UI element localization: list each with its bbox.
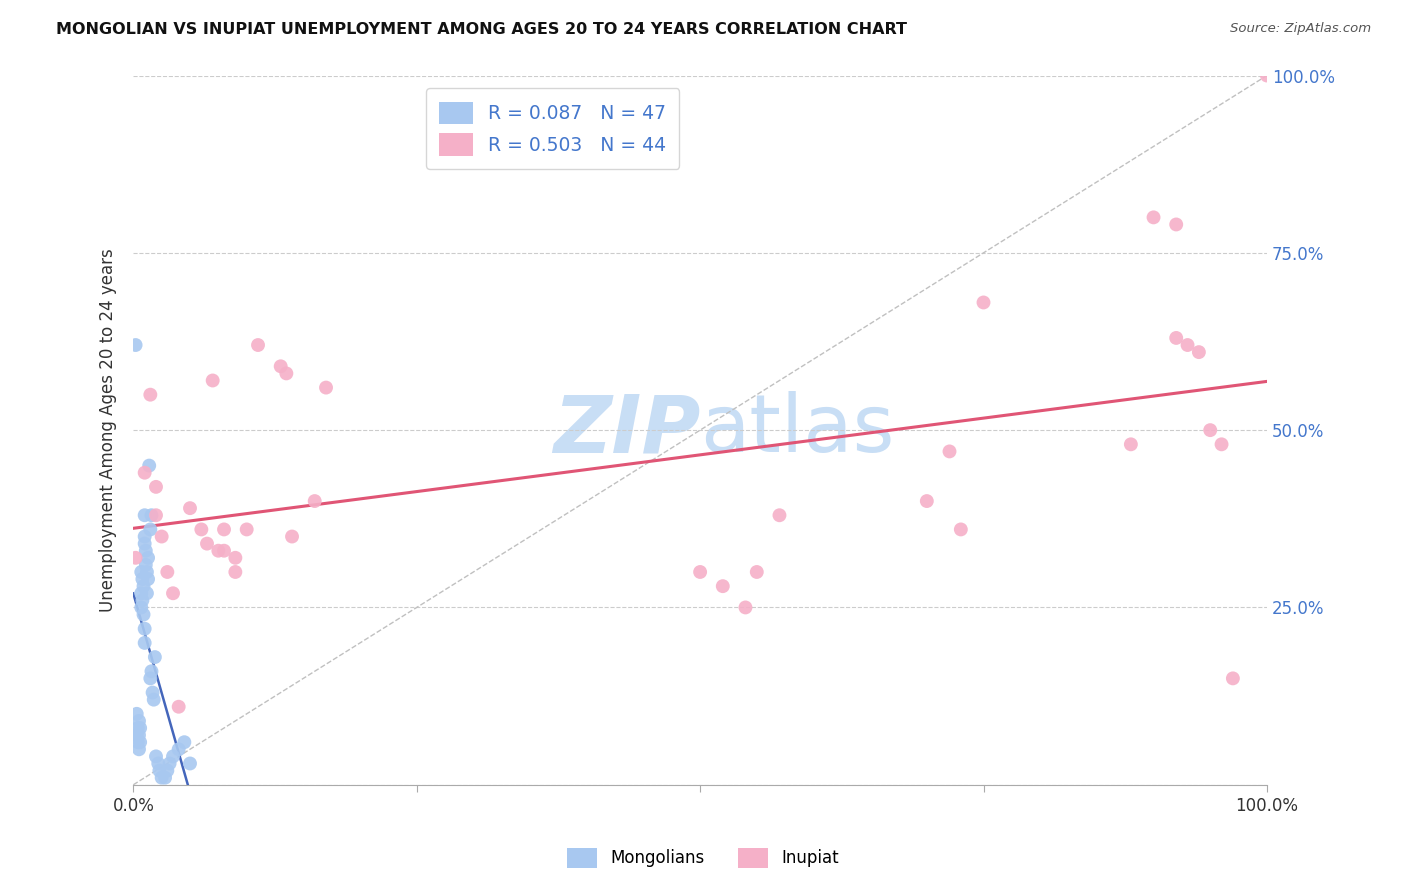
Point (212, 523, 235, 537)
Point (136, 550, 159, 565)
Point (1166, 218, 1188, 232)
Point (167, 699, 190, 714)
Point (148, 764, 170, 778)
Point (270, 359, 292, 374)
Point (124, 550, 146, 565)
Point (150, 529, 173, 543)
Point (145, 508, 167, 523)
Point (247, 338, 270, 352)
Point (142, 685, 165, 699)
Point (135, 543, 157, 558)
Point (136, 572, 159, 586)
Point (973, 295, 995, 310)
Point (135, 558, 157, 572)
Point (131, 572, 153, 586)
Point (276, 367, 298, 381)
Text: ZIP: ZIP (553, 391, 700, 469)
Point (1166, 331, 1188, 345)
Point (153, 771, 176, 785)
Point (134, 466, 156, 480)
Point (139, 672, 162, 686)
Point (1256, 69, 1278, 83)
Point (136, 586, 159, 600)
Point (129, 735, 152, 749)
Y-axis label: Unemployment Among Ages 20 to 24 years: Unemployment Among Ages 20 to 24 years (100, 248, 117, 612)
Point (281, 529, 304, 543)
Point (1199, 423, 1222, 437)
Point (179, 756, 201, 771)
Point (195, 536, 218, 550)
Point (129, 586, 152, 600)
Point (128, 742, 150, 756)
Point (132, 579, 155, 593)
Point (167, 742, 190, 756)
Point (124, 338, 146, 352)
Point (134, 622, 156, 636)
Point (1188, 345, 1211, 359)
Point (768, 508, 790, 523)
Point (1222, 672, 1244, 686)
Point (689, 565, 711, 579)
Point (136, 565, 159, 579)
Point (224, 550, 246, 565)
Point (142, 692, 165, 706)
Point (129, 600, 152, 615)
Point (938, 444, 960, 458)
Text: atlas: atlas (700, 391, 894, 469)
Point (125, 706, 148, 721)
Point (156, 565, 179, 579)
Point (159, 756, 181, 771)
Point (139, 523, 162, 537)
Point (207, 543, 229, 558)
Point (127, 721, 149, 735)
Point (131, 593, 153, 607)
Point (190, 523, 212, 537)
Point (138, 458, 160, 473)
Point (915, 494, 938, 508)
Point (145, 749, 167, 764)
Point (949, 523, 972, 537)
Point (132, 607, 155, 622)
Point (129, 565, 152, 579)
Point (148, 756, 170, 771)
Legend: R = 0.087   N = 47, R = 0.503   N = 44: R = 0.087 N = 47, R = 0.503 N = 44 (426, 88, 679, 169)
Text: Source: ZipAtlas.com: Source: ZipAtlas.com (1230, 22, 1371, 36)
Point (125, 728, 148, 742)
Point (304, 494, 326, 508)
Point (162, 749, 184, 764)
Point (139, 387, 162, 401)
Point (128, 728, 150, 742)
Point (235, 523, 257, 537)
Point (734, 600, 756, 615)
Point (224, 565, 246, 579)
Point (162, 586, 184, 600)
Point (127, 735, 149, 749)
Point (173, 735, 195, 749)
Point (745, 565, 768, 579)
Point (141, 508, 163, 523)
Point (201, 374, 224, 388)
Point (179, 501, 201, 516)
Point (128, 714, 150, 728)
Text: MONGOLIAN VS INUPIAT UNEMPLOYMENT AMONG AGES 20 TO 24 YEARS CORRELATION CHART: MONGOLIAN VS INUPIAT UNEMPLOYMENT AMONG … (56, 22, 907, 37)
Point (150, 771, 173, 785)
Point (134, 508, 156, 523)
Point (156, 764, 179, 778)
Point (1119, 437, 1142, 451)
Point (134, 529, 156, 543)
Point (143, 650, 166, 665)
Point (1177, 338, 1199, 352)
Point (212, 543, 235, 558)
Point (711, 579, 734, 593)
Point (134, 536, 156, 550)
Point (145, 480, 167, 494)
Legend: Mongolians, Inupiat: Mongolians, Inupiat (561, 841, 845, 875)
Point (315, 381, 337, 395)
Point (141, 665, 163, 679)
Point (1142, 211, 1164, 225)
Point (1211, 437, 1233, 451)
Point (129, 721, 152, 735)
Point (134, 636, 156, 650)
